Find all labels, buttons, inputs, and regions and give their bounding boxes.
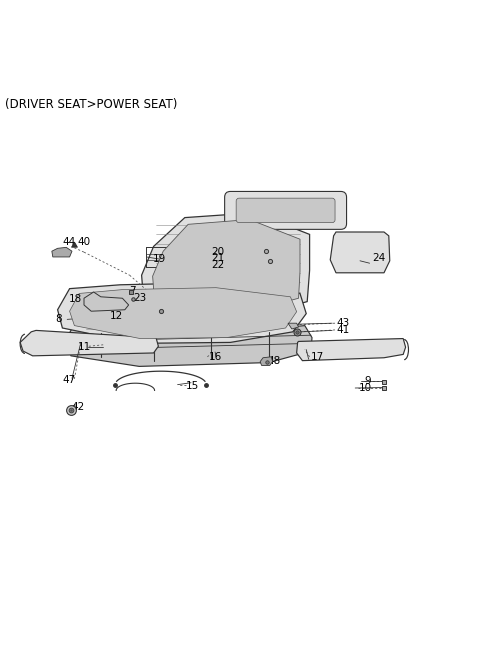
Text: 22: 22	[211, 260, 225, 270]
Text: 9: 9	[365, 376, 372, 386]
Polygon shape	[260, 357, 273, 365]
Polygon shape	[330, 232, 390, 273]
Text: 28: 28	[245, 209, 258, 218]
Polygon shape	[84, 292, 129, 311]
Text: 43: 43	[336, 318, 349, 328]
Polygon shape	[288, 323, 299, 329]
Polygon shape	[153, 220, 300, 315]
Polygon shape	[142, 213, 310, 321]
Text: 44: 44	[62, 237, 76, 247]
Text: 21: 21	[211, 253, 225, 264]
Polygon shape	[20, 331, 158, 356]
Text: 40: 40	[78, 237, 91, 247]
Text: 48: 48	[268, 356, 281, 365]
Text: 16: 16	[209, 352, 222, 362]
Polygon shape	[70, 288, 297, 338]
Text: 42: 42	[71, 402, 84, 412]
Text: 17: 17	[311, 352, 324, 362]
FancyBboxPatch shape	[236, 198, 335, 222]
Text: 19: 19	[153, 255, 166, 264]
Text: 11: 11	[78, 342, 91, 352]
Polygon shape	[297, 338, 406, 361]
Text: 12: 12	[109, 312, 123, 321]
Text: 18: 18	[69, 294, 82, 304]
FancyBboxPatch shape	[225, 192, 347, 230]
Text: 24: 24	[372, 253, 385, 264]
Polygon shape	[65, 324, 312, 367]
Text: 47: 47	[62, 375, 76, 385]
Text: 41: 41	[336, 325, 349, 335]
Text: 15: 15	[186, 380, 200, 390]
Text: 20: 20	[211, 247, 224, 257]
Text: 8: 8	[55, 314, 62, 324]
Text: (DRIVER SEAT>POWER SEAT): (DRIVER SEAT>POWER SEAT)	[5, 98, 177, 111]
Polygon shape	[52, 247, 72, 257]
Text: 7: 7	[130, 285, 136, 296]
Text: 10: 10	[359, 383, 372, 393]
Polygon shape	[58, 282, 306, 343]
Text: 23: 23	[133, 293, 147, 303]
